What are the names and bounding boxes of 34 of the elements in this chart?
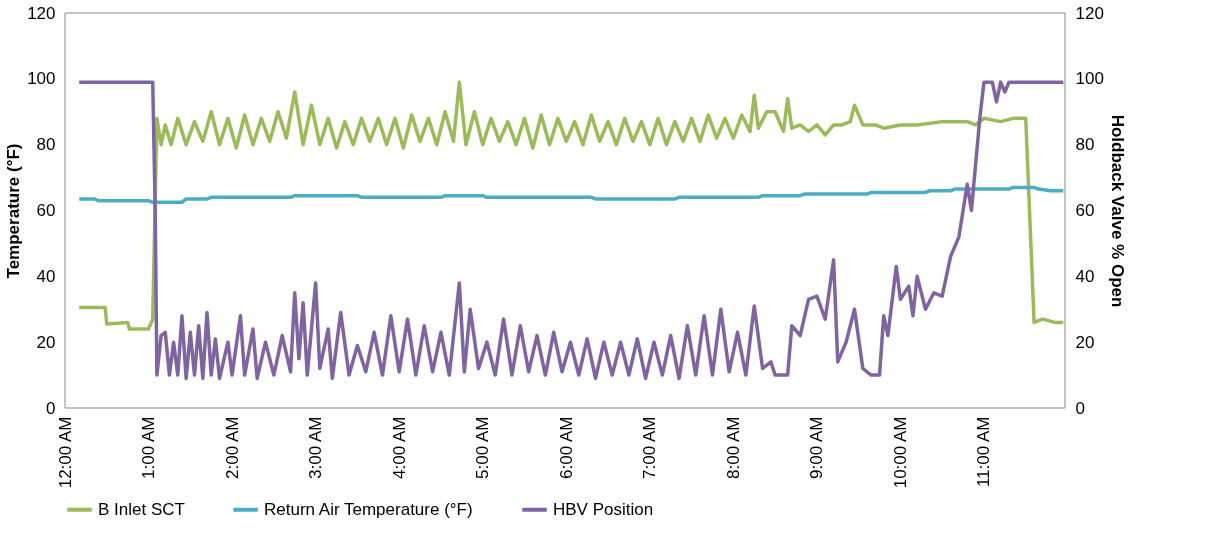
y-axis-title: Temperature (°F) [4,143,24,279]
y2-tick-label: 0 [1075,398,1085,418]
line-series [77,80,1066,331]
y2-tick-label: 40 [1075,266,1095,286]
y-tick-label: 0 [46,398,56,418]
line-series [77,185,1066,205]
x-tick-label: 11:00 AM [974,416,994,488]
y2-tick-label: 120 [1075,3,1104,23]
y-tick-label: 40 [36,266,56,286]
y2-tick-label: 60 [1075,201,1095,220]
legend-label: HBV Position [553,499,654,519]
x-tick-label: 1:00 AM [139,416,159,479]
x-tick-label: 9:00 AM [807,416,827,479]
y2-axis-title: Holdback Valve % Open [1107,114,1127,308]
legend-label: B Inlet SCT [98,499,185,519]
y-tick-label: 20 [36,332,56,352]
y-tick-label: 60 [36,201,56,220]
x-tick-label: 2:00 AM [222,416,242,479]
y2-tick-label: 80 [1075,135,1095,155]
x-tick-label: 6:00 AM [556,416,576,479]
x-tick-label: 10:00 AM [890,416,910,489]
line-series [77,80,1066,381]
x-tick-label: 5:00 AM [473,416,493,479]
y2-tick-label: 100 [1075,69,1104,89]
x-tick-label: 3:00 AM [306,416,326,479]
y-tick-label: 120 [27,3,56,23]
y-tick-label: 100 [27,69,56,89]
y2-tick-label: 20 [1075,332,1095,352]
y-tick-label: 80 [36,135,56,155]
legend-label: Return Air Temperature (°F) [264,499,473,519]
x-tick-label: 12:00 AM [55,416,75,489]
x-tick-label: 4:00 AM [389,416,409,479]
x-tick-label: 7:00 AM [640,416,660,479]
x-tick-label: 8:00 AM [723,416,743,479]
